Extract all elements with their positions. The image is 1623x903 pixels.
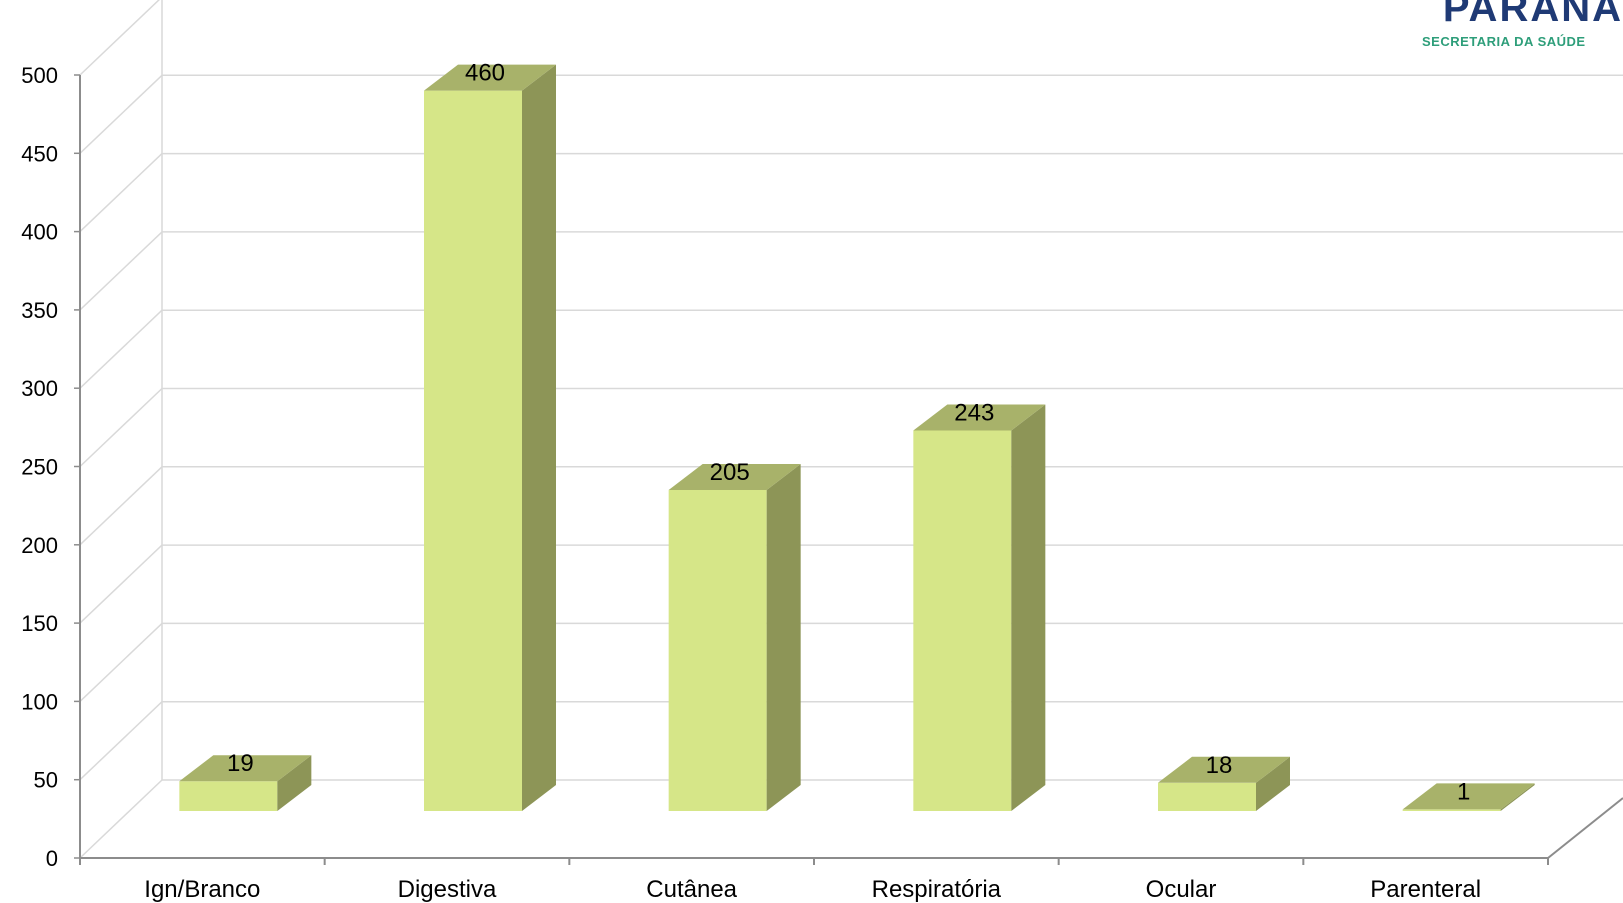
gridline-diagonal: [79, 74, 163, 154]
y-tick-label: 150: [21, 611, 58, 636]
gridline-diagonal: [79, 309, 163, 389]
gridline-diagonal: [79, 779, 163, 859]
x-tick-label: Parenteral: [1370, 876, 1481, 903]
gridline-diagonal: [79, 701, 163, 781]
y-tick-label: 450: [21, 141, 58, 166]
gridline-diagonal: [79, 231, 163, 311]
y-tick-label: 200: [21, 533, 58, 558]
y-tick-label: 0: [46, 846, 58, 871]
data-label: 19: [227, 750, 254, 777]
bar-front: [913, 430, 1012, 811]
y-tick-label: 350: [21, 298, 58, 323]
gridline-diagonal: [79, 387, 163, 468]
bar-front: [1402, 809, 1501, 811]
y-tick-label: 100: [21, 689, 58, 714]
bar-front: [668, 489, 767, 811]
bar-front: [424, 90, 522, 811]
y-tick-label: 250: [21, 455, 58, 480]
bar-top: [1402, 783, 1535, 810]
x-tick-label: Ign/Branco: [144, 876, 260, 903]
logo-title: PARANÁ: [1442, 0, 1623, 30]
bar-side: [1256, 756, 1290, 811]
bar-top: [1158, 756, 1290, 783]
y-tick-label: 400: [21, 220, 58, 245]
bar-front: [1158, 782, 1256, 811]
gridline-diagonal: [79, 466, 163, 546]
data-label: 1: [1457, 778, 1470, 805]
data-label: 460: [465, 60, 505, 87]
x-tick-label: Respiratória: [872, 876, 1002, 903]
bar-top: [179, 755, 312, 782]
data-label: 243: [954, 399, 994, 426]
y-tick-label: 500: [21, 63, 58, 88]
logo-subtitle: SECRETARIA DA SAÚDE: [1422, 34, 1586, 49]
bar-front: [179, 781, 278, 811]
bar-top: [913, 404, 1046, 431]
gridline-diagonal: [79, 153, 163, 233]
y-tick-label: 50: [34, 768, 58, 793]
x-tick-label: Digestiva: [398, 876, 497, 903]
x-tick-label: Ocular: [1146, 876, 1217, 903]
bar-side: [1500, 783, 1535, 811]
gridline-diagonal: [79, 622, 163, 702]
bar-top: [668, 463, 801, 490]
gridline-diagonal: [79, 0, 160, 76]
bar-side: [766, 463, 801, 811]
y-tick-label: 300: [21, 376, 58, 401]
data-label: 18: [1206, 752, 1233, 779]
bar-side: [1011, 404, 1046, 811]
bar-side: [277, 755, 312, 811]
x-tick-label: Cutânea: [646, 876, 737, 903]
bar-side: [522, 64, 556, 811]
data-label: 205: [710, 459, 750, 486]
floor-edge: [1547, 797, 1623, 859]
gridline-diagonal: [79, 544, 163, 624]
bar-top: [424, 64, 556, 91]
